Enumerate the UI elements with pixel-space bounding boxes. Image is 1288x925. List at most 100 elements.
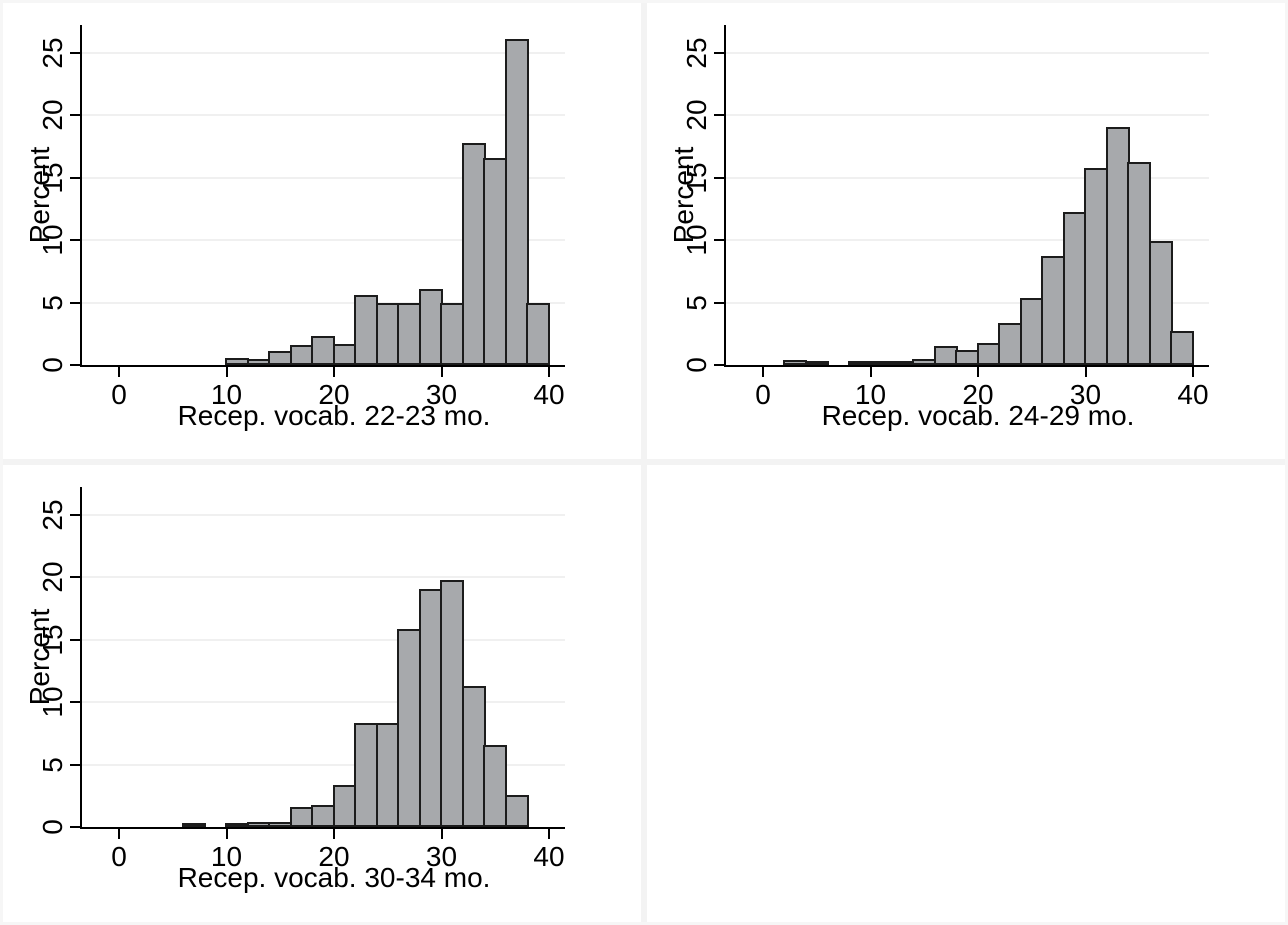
- y-tick: [70, 826, 80, 828]
- x-tick-label: 30: [425, 841, 458, 872]
- gridline: [82, 576, 565, 579]
- histogram-bar: [869, 361, 894, 365]
- x-tick-label: 40: [533, 379, 565, 410]
- histogram-bar: [504, 39, 529, 365]
- histogram-bar: [1170, 331, 1195, 365]
- histogram-panel-22-23: Percent Recep. vocab. 22-23 mo. 0 10 20 30 4…: [0, 0, 644, 463]
- y-tick-label: 5: [37, 294, 68, 311]
- x-tick: [225, 367, 228, 377]
- y-tick: [70, 301, 80, 304]
- y-tick-label: 20: [37, 561, 68, 593]
- gridline: [726, 239, 1209, 242]
- y-tick: [70, 701, 80, 704]
- gridline: [82, 514, 565, 516]
- x-tick: [440, 367, 443, 377]
- histogram-bar: [1019, 297, 1044, 365]
- plot-area: [80, 25, 565, 367]
- y-tick: [70, 239, 80, 242]
- y-tick-label: 15: [37, 624, 68, 656]
- histogram-panel-30-34: Percent Recep. vocab. 30-34 mo. 0 10 20 30 4…: [0, 462, 644, 925]
- histogram-bar: [1041, 256, 1066, 365]
- histogram-bar: [847, 361, 872, 365]
- histogram-bar: [998, 322, 1023, 365]
- x-axis-title: Recep. vocab. 22-23 mo.: [177, 400, 491, 431]
- histogram-bar: [526, 302, 551, 365]
- gridline: [82, 638, 565, 641]
- y-tick-label: 25: [681, 37, 712, 69]
- x-tick-label: 40: [533, 841, 565, 872]
- histogram-bar: [332, 784, 357, 827]
- histogram-bar: [182, 823, 207, 827]
- gridline: [726, 114, 1209, 117]
- y-tick: [70, 176, 80, 179]
- y-tick: [714, 176, 724, 179]
- histogram-bar: [440, 579, 465, 827]
- histogram-bar: [289, 345, 314, 365]
- y-tick-label: 10: [37, 686, 68, 718]
- x-tick: [118, 367, 120, 377]
- histogram-bar: [483, 744, 508, 827]
- histogram-bar: [1084, 167, 1109, 365]
- y-tick-label: 5: [681, 294, 712, 311]
- plot-area: [724, 25, 1209, 367]
- x-tick-label: 30: [1069, 379, 1102, 410]
- x-axis-title: Recep. vocab. 30-34 mo.: [177, 862, 491, 893]
- histogram-bar: [311, 336, 336, 365]
- histogram-bar: [504, 794, 529, 827]
- x-tick: [548, 367, 550, 377]
- y-tick-label: 25: [37, 499, 68, 531]
- plot-area: [80, 487, 565, 829]
- histogram-bar: [783, 360, 808, 365]
- x-tick: [118, 829, 120, 839]
- x-tick: [548, 829, 550, 839]
- y-tick-label: 10: [681, 224, 712, 256]
- y-tick-label: 0: [37, 357, 68, 373]
- histogram-bar: [268, 351, 293, 365]
- gridline: [726, 52, 1209, 54]
- gridline: [82, 301, 565, 304]
- gridline: [82, 239, 565, 242]
- x-tick: [440, 829, 443, 839]
- histogram-bar: [397, 628, 422, 827]
- x-tick-label: 10: [210, 841, 243, 872]
- y-tick-label: 15: [681, 162, 712, 194]
- histogram-bar: [1062, 211, 1087, 365]
- x-tick: [869, 367, 872, 377]
- x-tick-label: 20: [318, 841, 350, 872]
- y-tick: [70, 576, 80, 579]
- x-tick: [1084, 367, 1087, 377]
- histogram-bar: [418, 288, 443, 365]
- histogram-bar: [354, 295, 379, 365]
- y-tick-label: 5: [37, 756, 68, 773]
- histogram-bar: [418, 588, 443, 827]
- x-tick: [333, 829, 335, 839]
- histogram-bar: [933, 346, 958, 365]
- histogram-panel-24-29: Percent Recep. vocab. 24-29 mo. 0 10 20 30 4…: [644, 0, 1288, 463]
- panel-divider-horizontal: [0, 459, 1288, 465]
- histogram-bar: [912, 359, 937, 365]
- histogram-bar: [1105, 126, 1130, 365]
- x-tick-label: 10: [210, 379, 243, 410]
- empty-panel: [644, 462, 1288, 925]
- y-tick-label: 10: [37, 224, 68, 256]
- histogram-bar: [976, 343, 1001, 365]
- x-tick-label: 20: [962, 379, 994, 410]
- y-tick: [714, 301, 724, 304]
- gridline: [82, 176, 565, 179]
- y-tick: [70, 364, 80, 366]
- y-tick: [70, 763, 80, 766]
- x-tick: [225, 829, 228, 839]
- histogram-bar: [375, 723, 400, 827]
- y-tick: [714, 364, 724, 366]
- gridline: [726, 301, 1209, 304]
- histogram-bar: [354, 723, 379, 827]
- histogram-bar: [1148, 241, 1173, 365]
- histogram-bar: [268, 822, 293, 827]
- histogram-bar: [890, 360, 915, 365]
- y-tick: [714, 52, 724, 54]
- gridline: [82, 52, 565, 54]
- y-tick: [70, 114, 80, 117]
- histogram-bar: [1127, 161, 1152, 365]
- y-tick: [714, 114, 724, 117]
